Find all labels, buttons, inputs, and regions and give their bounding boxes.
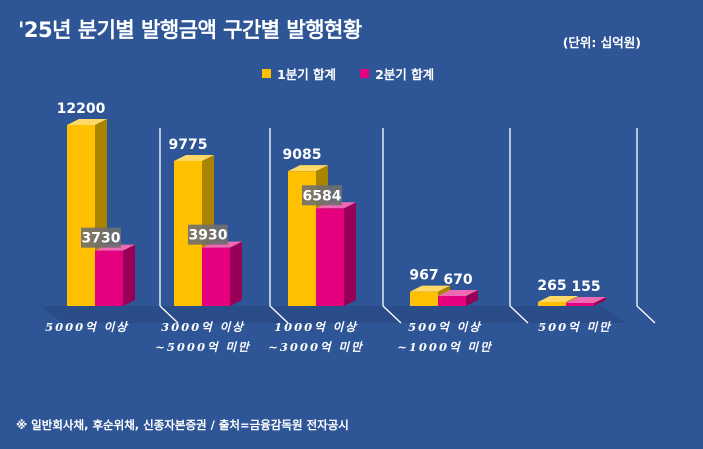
category-divider xyxy=(509,305,529,324)
data-label-q1: 265 xyxy=(537,278,566,294)
data-label-q1: 9775 xyxy=(169,137,208,153)
bar-q1-top xyxy=(410,285,450,292)
category-label: 500억 이상 xyxy=(408,320,482,334)
chart-title: '25년 분기별 발행금액 구간별 발행현황 xyxy=(18,18,362,42)
category-label: ~1000억 미만 xyxy=(397,340,493,354)
bar-q2-side xyxy=(466,290,478,306)
category-label: 3000억 이상 xyxy=(161,320,245,334)
category-label: 1000억 이상 xyxy=(274,320,358,334)
bar-q2-side xyxy=(123,244,135,306)
source-note: ※ 일반회사채, 후순위채, 신종자본증권 / 출처=금융감독원 전자공시 xyxy=(16,418,349,432)
category-divider xyxy=(269,305,289,324)
bar-q2-side xyxy=(230,241,242,306)
bar-q1-face xyxy=(67,124,95,307)
bar-q2-face xyxy=(202,247,230,306)
bar-q1-top xyxy=(67,118,107,125)
legend-swatch-q2 xyxy=(360,69,370,78)
category-label: 5000억 이상 xyxy=(45,320,129,334)
data-label-q2: 155 xyxy=(571,279,600,295)
category-label: ~5000억 미만 xyxy=(155,340,251,354)
bar-q2-side xyxy=(344,202,356,306)
category-label: 500억 미만 xyxy=(538,320,612,334)
bar-q2 xyxy=(316,202,356,306)
chart-floor xyxy=(40,306,625,323)
unit-label: (단위: 십억원) xyxy=(562,35,641,50)
bar-q2 xyxy=(202,241,242,306)
data-label-q2: 670 xyxy=(443,272,472,288)
bar-q2 xyxy=(438,290,478,306)
bar-q2-face xyxy=(316,208,344,306)
category-divider xyxy=(382,305,402,324)
bar-q1-top xyxy=(538,296,578,302)
category-divider xyxy=(159,305,179,324)
data-label-q2-box xyxy=(81,227,121,248)
bar-q1-face xyxy=(538,302,566,306)
legend: 1분기 합계 2분기 합계 xyxy=(262,64,434,83)
data-label-q2: 3730 xyxy=(82,231,121,247)
bar-q1-face xyxy=(410,291,438,306)
data-label-q2: 3930 xyxy=(189,228,228,244)
data-label-q1: 12200 xyxy=(57,101,106,117)
data-label-q2-box xyxy=(302,185,342,206)
legend-item-q2: 2분기 합계 xyxy=(360,64,434,83)
bar-q1 xyxy=(67,118,107,307)
bar-q2-face xyxy=(438,296,466,306)
bar-q2 xyxy=(566,297,606,306)
bar-q2-face xyxy=(95,250,123,306)
legend-label-q1: 1분기 합계 xyxy=(277,67,337,82)
bar-q1-top xyxy=(174,154,214,161)
category-divider xyxy=(636,305,656,324)
category-label: ~3000억 미만 xyxy=(268,340,364,354)
legend-item-q1: 1분기 합계 xyxy=(262,64,336,83)
bar-q2-side xyxy=(594,297,606,306)
bar-q2-face xyxy=(566,303,594,306)
legend-label-q2: 2분기 합계 xyxy=(375,67,435,82)
bar-q1-top xyxy=(288,165,328,172)
data-label-q1: 967 xyxy=(409,268,438,284)
data-label-q2-box xyxy=(188,224,228,245)
legend-swatch-q1 xyxy=(262,69,271,78)
bar-q2-top xyxy=(566,297,606,303)
data-label-q2: 6584 xyxy=(303,188,342,204)
bar-q2 xyxy=(95,244,135,306)
data-label-q1: 9085 xyxy=(283,147,322,163)
bar-q2-top xyxy=(438,290,478,297)
